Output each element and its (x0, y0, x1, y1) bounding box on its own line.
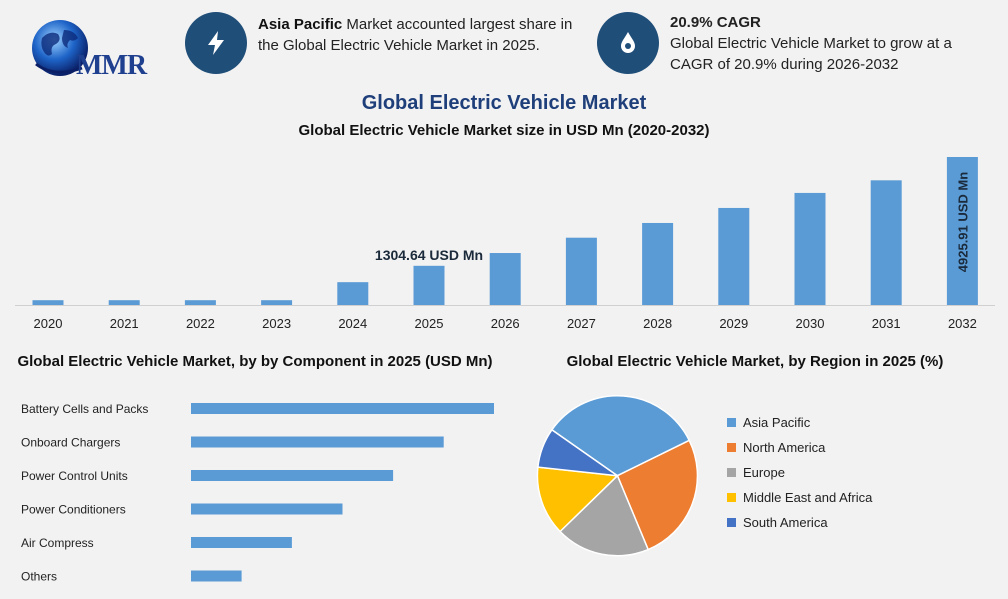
tick-label-2022: 2022 (186, 316, 215, 331)
category-label: Battery Cells and Packs (21, 402, 148, 416)
category-label: Air Compress (21, 536, 94, 550)
category-label: Others (21, 570, 57, 584)
legend-swatch (727, 493, 736, 502)
region-pie-chart (536, 395, 699, 557)
legend-label: Asia Pacific (743, 415, 811, 430)
tick-label-2025: 2025 (415, 316, 444, 331)
bar-2030 (794, 192, 826, 305)
mmr-logo: MMR (20, 12, 160, 84)
market-size-chart: 2020 2021 2022 2023 2024 2025 2026 2027 2028 2029… (15, 157, 995, 331)
tick-label-2031: 2031 (872, 316, 901, 331)
legend-label: South America (743, 515, 828, 530)
bar-2028 (642, 222, 674, 305)
drop-icon (597, 12, 659, 74)
bar-2026 (489, 253, 521, 305)
legend-swatch (727, 418, 736, 427)
bar-2022 (184, 300, 216, 305)
legend-item: Europe (727, 460, 872, 485)
pie-slice-middle-east-and-africa (536, 466, 620, 533)
tick-label-2021: 2021 (110, 316, 139, 331)
page-title: Global Electric Vehicle Market (361, 92, 647, 114)
info-right-title: 20.9% CAGR (670, 14, 761, 31)
tick-label-2024: 2024 (338, 316, 367, 331)
component-bar (191, 537, 292, 548)
tick-label-2028: 2028 (643, 316, 672, 331)
legend-label: Europe (743, 465, 785, 480)
logo-text: MMR (76, 50, 147, 81)
bar-2020 (32, 300, 64, 305)
tick-label-2030: 2030 (796, 316, 825, 331)
bar-2024 (337, 282, 369, 305)
data-label-2025: 1304.64 USD Mn (375, 247, 483, 263)
legend-item: Asia Pacific (727, 410, 872, 435)
tick-label-2027: 2027 (567, 316, 596, 331)
legend-swatch (727, 443, 736, 452)
lightning-icon (185, 12, 247, 74)
bar-2025 (413, 265, 445, 305)
tick-label-2032: 2032 (948, 316, 977, 331)
component-chart-title: Global Electric Vehicle Market, by by Co… (17, 353, 493, 370)
category-label: Power Conditioners (21, 503, 126, 517)
info-left: Asia Pacific Market accounted largest sh… (258, 14, 588, 56)
data-label-2032: 4925.91 USD Mn (955, 172, 970, 272)
component-chart: Battery Cells and Packs Onboard Chargers P… (21, 402, 494, 584)
bar-2032 (946, 157, 978, 305)
bar-2023 (261, 300, 293, 305)
region-legend: Asia Pacific North America Europe Middle Ea… (727, 410, 872, 535)
legend-label: North America (743, 440, 826, 455)
bar-2021 (108, 300, 140, 305)
component-bar (191, 470, 394, 481)
category-label: Onboard Chargers (21, 436, 120, 450)
tick-label-2029: 2029 (719, 316, 748, 331)
legend-label: Middle East and Africa (743, 490, 873, 505)
pie-slice-south-america (537, 428, 618, 477)
tick-label-2020: 2020 (34, 316, 63, 331)
legend-swatch (727, 518, 736, 527)
tick-label-2023: 2023 (262, 316, 291, 331)
info-left-text: Market accounted largest share in the Gl… (258, 16, 573, 54)
component-bar (191, 436, 444, 448)
bar-2029 (718, 207, 750, 305)
globe-icon (32, 20, 88, 76)
legend-item: South America (727, 510, 872, 535)
info-left-bold: Asia Pacific (258, 16, 343, 33)
bar-chart-title: Global Electric Vehicle Market size in U… (298, 122, 710, 139)
category-label: Power Control Units (21, 469, 128, 483)
component-bar (191, 570, 242, 582)
bar-2027 (565, 237, 597, 305)
info-right: 20.9% CAGR Global Electric Vehicle Marke… (670, 12, 990, 75)
pie-slice-europe (559, 474, 650, 557)
legend-item: Middle East and Africa (727, 485, 872, 510)
pie-slice-asia-pacific (550, 395, 691, 477)
legend-item: North America (727, 435, 872, 460)
tick-label-2026: 2026 (491, 316, 520, 331)
component-bar (191, 403, 494, 414)
legend-swatch (727, 468, 736, 477)
component-bar (191, 503, 343, 515)
region-chart-title: Global Electric Vehicle Market, by Regio… (566, 353, 944, 370)
info-right-text: Global Electric Vehicle Market to grow a… (670, 35, 952, 73)
bar-2031 (870, 180, 902, 305)
